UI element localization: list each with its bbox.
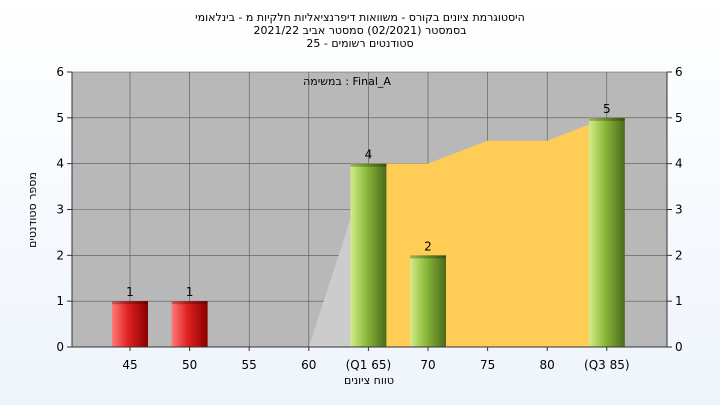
x-tick-label: (Q1 65) [346,358,392,372]
x-tick-label: 50 [182,358,197,372]
bar [171,301,208,347]
chart-annotation: במשימה : Final_A [303,75,391,88]
bar [350,163,387,347]
y-tick-label-right: 4 [675,157,683,171]
y-tick-label-left: 0 [56,340,64,354]
y-tick-label-left: 2 [56,248,64,262]
x-tick-label: 45 [122,358,137,372]
bar [112,301,148,347]
x-axis-label: טווח ציונים [344,374,394,387]
x-ticks: 45 50 55 60 (Q1 65) 70 75 80 (Q3 85) [122,347,630,372]
x-tick-label: (Q3 85) [584,358,630,372]
y-tick-label-right: 6 [675,65,683,79]
data-labels-group: 1 1 4 2 5 [126,102,610,299]
x-tick-label: 55 [242,358,257,372]
y-ticks-left: 0 1 2 3 4 5 6 [56,65,72,354]
y-tick-label-right: 2 [675,248,683,262]
y-tick-label-left: 1 [56,294,64,308]
bars-group [112,117,625,347]
y-tick-label-left: 3 [56,203,64,217]
x-tick-label: 70 [420,358,435,372]
bar-top-edge [112,301,148,305]
bar-top-edge [410,255,446,259]
bar [410,255,446,347]
x-tick-label: 80 [540,358,555,372]
y-axis-label: מספר סטודנטים [26,172,39,248]
y-tick-label-right: 5 [675,111,683,125]
bar-top-edge [588,117,625,121]
chart-title-line-2: בסמסטר (02/2021) סמסטר אביב 2021/22 [253,24,466,37]
bar-value-label: 1 [126,285,134,299]
y-tick-label-right: 1 [675,294,683,308]
x-tick-label: 75 [480,358,495,372]
bar-top-edge [350,163,387,167]
y-ticks-right: 0 1 2 3 4 5 6 [667,65,683,354]
bar-value-label: 5 [603,102,611,116]
bar-value-label: 1 [186,285,194,299]
bar-top-edge [171,301,208,305]
y-tick-label-right: 0 [675,340,683,354]
y-tick-label-right: 3 [675,203,683,217]
y-tick-label-left: 6 [56,65,64,79]
bar-value-label: 2 [424,239,432,253]
x-tick-label: 60 [301,358,316,372]
y-tick-label-left: 4 [56,157,64,171]
bar-value-label: 4 [365,148,373,162]
bar [588,117,625,347]
chart-title-line-3: סטודנטים רשומים - 25 [306,37,413,50]
y-tick-label-left: 5 [56,111,64,125]
chart-title-line-1: היסטוגרמת ציונים בקורס - משוואות דיפרנצי… [195,11,525,24]
